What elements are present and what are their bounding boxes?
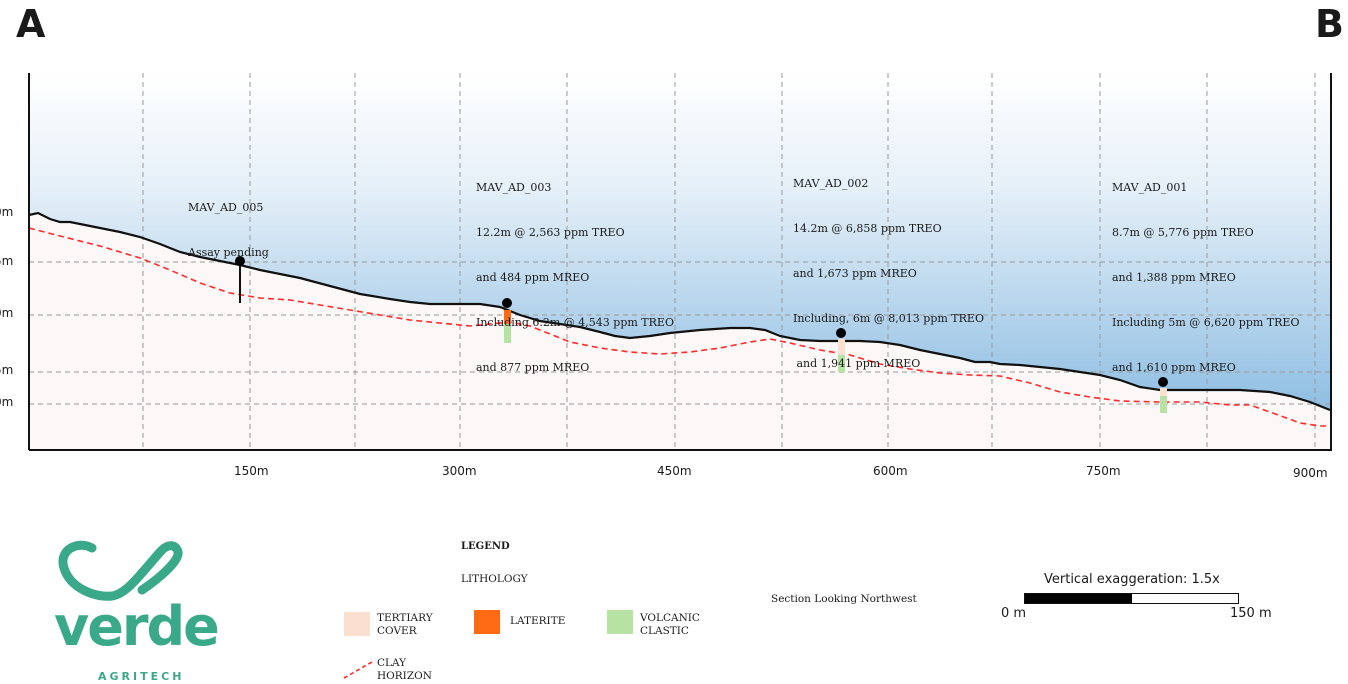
annotation-line: MAV_AD_002 [793, 177, 869, 190]
vertical-exaggeration-label: Vertical exaggeration: 1.5x [1044, 572, 1220, 587]
verde-logo-mark-icon [58, 540, 183, 601]
drillhole-annotation-mav-ad-002: MAV_AD_002 14.2m @ 6,858 ppm TREO and 1,… [793, 146, 984, 386]
annotation-line: Including 5m @ 6,620 ppm TREO [1112, 316, 1300, 329]
drillhole-mav-ad-003 [502, 298, 512, 343]
legend-title: LEGEND [461, 541, 510, 552]
drillhole-mav-ad-002 [836, 328, 846, 372]
legend-label-clay-horizon: CLAY HORIZON [377, 657, 432, 683]
section-orientation-note: Section Looking Northwest [771, 593, 917, 605]
scale-label-right: 150 m [1230, 606, 1272, 621]
elevation-label: 5m [0, 254, 14, 268]
logo-tagline: AGRITECH [98, 670, 185, 683]
annotation-line: 8.7m @ 5,776 ppm TREO [1112, 226, 1254, 239]
surface-profile-line [28, 211, 1331, 412]
diagram-frame [28, 73, 1332, 451]
horizontal-grid [29, 261, 1332, 405]
annotation-line: and 1,388 ppm MREO [1112, 271, 1236, 284]
annotation-line: and 1,610 ppm MREO [1112, 361, 1236, 374]
legend-label-tertiary-cover: TERTIARY COVER [377, 612, 433, 638]
corner-label-b: B [1315, 2, 1344, 46]
logo-wordmark: verde [54, 595, 220, 658]
annotation-line: 14.2m @ 6,858 ppm TREO [793, 222, 942, 235]
scale-label-left: 0 m [1001, 606, 1027, 621]
annotation-line: MAV_AD_001 [1112, 181, 1188, 194]
legend-label-line: TERTIARY [377, 612, 433, 624]
drillhole-annotation-mav-ad-005: MAV_AD_005 Assay pending [188, 170, 269, 275]
annotation-line: and 484 ppm MREO [476, 271, 590, 284]
legend-label-line: COVER [377, 625, 417, 637]
scale-bar [1024, 593, 1239, 604]
elevation-label: 5m [0, 363, 14, 377]
drillhole-annotation-mav-ad-001: MAV_AD_001 8.7m @ 5,776 ppm TREO and 1,3… [1112, 150, 1299, 390]
distance-label: 300m [442, 464, 477, 478]
legend-subtitle: LITHOLOGY [461, 573, 528, 585]
annotation-line: and 1,941 ppm MREO [793, 357, 921, 370]
elevation-label: 0m [0, 395, 14, 409]
distance-label: 750m [1086, 464, 1121, 478]
distance-label: 450m [657, 464, 692, 478]
distance-label: 600m [873, 464, 908, 478]
cross-section-diagram [28, 73, 1332, 451]
legend-swatch-laterite [474, 610, 500, 634]
legend-label-volcanic-clastic: VOLCANIC CLASTIC [640, 612, 700, 638]
legend-swatch-clay-horizon [343, 661, 373, 679]
legend-label-line: HORIZON [377, 670, 432, 682]
annotation-line: and 877 ppm MREO [476, 361, 590, 374]
legend-label-line: CLASTIC [640, 625, 689, 637]
scale-bar-black-segment [1025, 594, 1132, 603]
distance-label: 900m [1293, 466, 1328, 480]
elevation-label: 0m [0, 306, 14, 320]
annotation-line: Including 6.2m @ 4,543 ppm TREO [476, 316, 674, 329]
drillhole-annotation-mav-ad-003: MAV_AD_003 12.2m @ 2,563 ppm TREO and 48… [476, 150, 674, 390]
legend-swatch-tertiary-cover [344, 612, 370, 636]
drillhole-mav-ad-001 [1158, 377, 1168, 413]
verde-agritech-logo: verde AGRITECH [50, 538, 220, 684]
elevation-label: 0m [0, 205, 14, 219]
distance-label: 150m [234, 464, 269, 478]
annotation-line: and 1,673 ppm MREO [793, 267, 917, 280]
legend-label-line: CLAY [377, 657, 407, 669]
legend-swatch-volcanic-clastic [607, 610, 633, 634]
annotation-line: Including, 6m @ 8,013 ppm TREO [793, 312, 984, 325]
legend-label-laterite: LATERITE [510, 615, 566, 627]
annotation-line: MAV_AD_005 [188, 201, 264, 214]
clay-horizon-line [28, 227, 1332, 427]
annotation-line: MAV_AD_003 [476, 181, 552, 194]
annotation-line: Assay pending [188, 246, 269, 259]
corner-label-a: A [16, 2, 46, 46]
drillhole-mav-ad-005 [235, 256, 245, 303]
annotation-line: 12.2m @ 2,563 ppm TREO [476, 226, 625, 239]
legend-label-line: VOLCANIC [640, 612, 700, 624]
